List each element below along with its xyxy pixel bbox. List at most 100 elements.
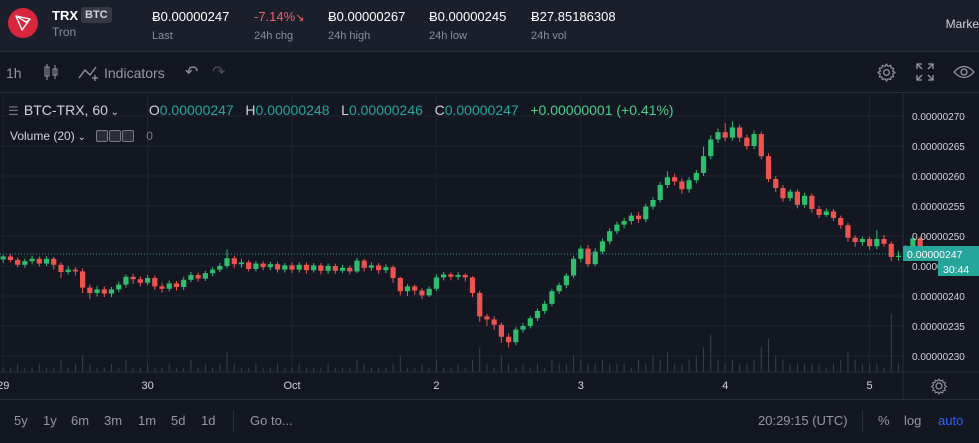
volume-bar [609, 363, 611, 372]
fullscreen-icon[interactable] [916, 63, 934, 81]
volume-bar [154, 367, 156, 372]
volume-bar [147, 363, 149, 372]
range-3m[interactable]: 3m [104, 413, 123, 428]
settings-icon[interactable] [108, 130, 121, 142]
range-5y[interactable]: 5y [14, 413, 28, 428]
candle-body [202, 273, 208, 279]
candle-body [87, 287, 93, 293]
range-1d[interactable]: 1d [201, 413, 216, 428]
volume-bar [522, 363, 524, 372]
volume-bar [616, 363, 618, 372]
indicators-icon[interactable] [78, 63, 100, 81]
volume-bar [363, 363, 365, 372]
candle-body [585, 248, 591, 265]
volume-bar [38, 363, 40, 372]
volume-bar [269, 367, 271, 372]
volume-bar [96, 367, 98, 372]
range-1m[interactable]: 1m [138, 413, 157, 428]
redo-icon[interactable]: ↷ [212, 64, 226, 81]
settings-gear-icon[interactable] [877, 63, 896, 82]
candle-body [448, 274, 454, 277]
candle-body [390, 267, 396, 278]
axis-settings-icon[interactable] [930, 378, 948, 395]
candle-body [657, 185, 663, 201]
candle-body [152, 277, 158, 287]
divider [233, 410, 234, 432]
chevron-down-icon[interactable]: ⌄ [74, 132, 86, 143]
close-key: C [434, 102, 445, 118]
candle-body [209, 269, 216, 274]
range-1y[interactable]: 1y [43, 413, 57, 428]
volume-bar [168, 363, 170, 372]
candle-body [599, 241, 606, 252]
volume-bar [746, 363, 748, 372]
candle-body [332, 265, 338, 271]
visibility-eye-icon[interactable] [953, 63, 975, 81]
close-icon[interactable] [121, 130, 134, 142]
volume-bar [551, 359, 553, 372]
candle-body [686, 180, 692, 190]
volume-bar [529, 367, 531, 372]
volume-bar [796, 363, 798, 372]
chart-area[interactable]: 0.00000270 0.00000265 0.00000260 0.00000255… [0, 94, 979, 399]
volume-bar [645, 363, 647, 372]
range-5d[interactable]: 5d [171, 413, 186, 428]
candle-body [765, 156, 772, 180]
candle-body [650, 200, 656, 207]
volume-bar [183, 367, 185, 372]
interval-button[interactable]: 1h [6, 65, 22, 81]
collapse-icon[interactable]: ☰ [8, 104, 19, 118]
candle-body [708, 139, 714, 157]
volume-bar [349, 367, 351, 372]
volume-bar [890, 314, 892, 372]
indicators-button[interactable]: Indicators [104, 65, 165, 81]
log-toggle[interactable]: log [904, 413, 922, 428]
hide-icon[interactable] [95, 130, 108, 142]
y-tick-label: 0.00000240 [912, 292, 965, 303]
volume-bar [775, 355, 777, 372]
candle-body [484, 316, 490, 320]
candle-body [217, 265, 223, 270]
candle-body [737, 127, 743, 138]
volume-bar [789, 363, 791, 372]
candle-body [137, 279, 143, 283]
undo-icon[interactable]: ↶ [185, 64, 199, 81]
candle-body [145, 277, 151, 283]
market-link[interactable]: Marke [945, 17, 979, 31]
goto-button[interactable]: Go to... [250, 413, 293, 428]
candle-body [188, 274, 194, 280]
percent-toggle[interactable]: % [878, 413, 890, 428]
volume-bar [681, 363, 683, 372]
volume-bar [305, 367, 307, 372]
candle-body [563, 275, 569, 286]
candle-body [173, 283, 180, 287]
candle-body [881, 238, 887, 244]
candle-body [845, 225, 851, 238]
volume-bar [284, 367, 286, 372]
volume-bar [89, 363, 91, 372]
auto-toggle[interactable]: auto [938, 413, 964, 428]
volume-bar [565, 363, 567, 372]
candle-body [289, 265, 295, 270]
candle-body [578, 248, 584, 259]
volume-bar [435, 359, 437, 372]
symbol-label[interactable]: BTC-TRX, 60 [23, 102, 108, 118]
candle-style-icon[interactable] [43, 63, 59, 81]
volume-label[interactable]: Volume (20) [10, 129, 75, 143]
candle-body [166, 283, 172, 289]
stat-high-value: Ƀ0.00000267 [328, 9, 406, 24]
volume-bar [688, 359, 690, 372]
candlestick-chart[interactable]: 0.00000270 0.00000265 0.00000260 0.00000255… [0, 94, 979, 399]
countdown-label: 30:44 [943, 264, 969, 276]
volume-bar [226, 351, 228, 372]
candle-body [830, 211, 837, 219]
range-6m[interactable]: 6m [71, 413, 90, 428]
tron-icon [15, 15, 31, 31]
utc-time[interactable]: 20:29:15 (UTC) [758, 413, 848, 428]
candle-body [260, 263, 266, 268]
candle-body [455, 274, 461, 277]
candle-body [22, 261, 28, 265]
candle-body [282, 265, 288, 270]
chevron-down-icon[interactable]: ⌄ [107, 107, 120, 118]
volume-bar [378, 367, 380, 372]
